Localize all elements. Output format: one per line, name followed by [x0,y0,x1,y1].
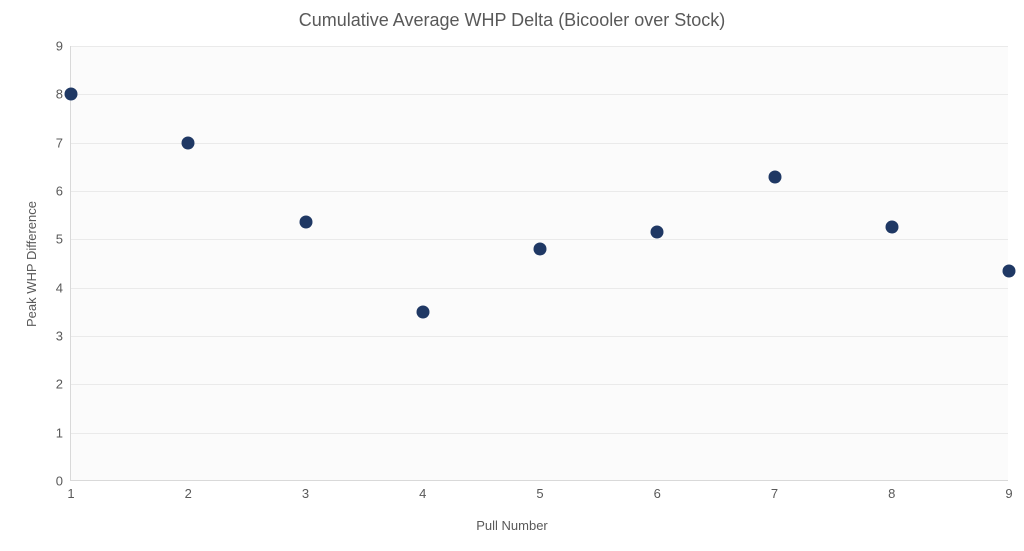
data-point [534,243,547,256]
y-tick-label: 3 [56,329,63,344]
data-point [1003,264,1016,277]
gridline-horizontal [71,46,1008,47]
y-tick-label: 8 [56,87,63,102]
data-point [182,136,195,149]
gridline-horizontal [71,191,1008,192]
x-tick-label: 6 [654,486,661,501]
y-tick-label: 1 [56,425,63,440]
x-tick-label: 7 [771,486,778,501]
y-tick-label: 4 [56,280,63,295]
y-tick-label: 6 [56,184,63,199]
gridline-horizontal [71,433,1008,434]
chart-container: Cumulative Average WHP Delta (Bicooler o… [0,0,1024,551]
x-tick-label: 8 [888,486,895,501]
gridline-horizontal [71,239,1008,240]
x-tick-label: 9 [1005,486,1012,501]
data-point [768,170,781,183]
chart-title: Cumulative Average WHP Delta (Bicooler o… [0,10,1024,31]
gridline-horizontal [71,336,1008,337]
y-tick-label: 0 [56,474,63,489]
gridline-horizontal [71,288,1008,289]
x-tick-label: 5 [536,486,543,501]
data-point [416,305,429,318]
data-point [651,226,664,239]
y-tick-label: 2 [56,377,63,392]
gridline-horizontal [71,143,1008,144]
y-axis-label: Peak WHP Difference [24,201,39,327]
data-point [65,88,78,101]
gridline-horizontal [71,384,1008,385]
x-axis-label: Pull Number [476,518,548,533]
x-tick-label: 4 [419,486,426,501]
y-tick-label: 5 [56,232,63,247]
x-tick-label: 1 [67,486,74,501]
plot-area: 0123456789123456789 [70,46,1008,481]
data-point [299,216,312,229]
gridline-horizontal [71,94,1008,95]
x-tick-label: 2 [185,486,192,501]
x-tick-label: 3 [302,486,309,501]
y-tick-label: 7 [56,135,63,150]
data-point [885,221,898,234]
y-tick-label: 9 [56,39,63,54]
